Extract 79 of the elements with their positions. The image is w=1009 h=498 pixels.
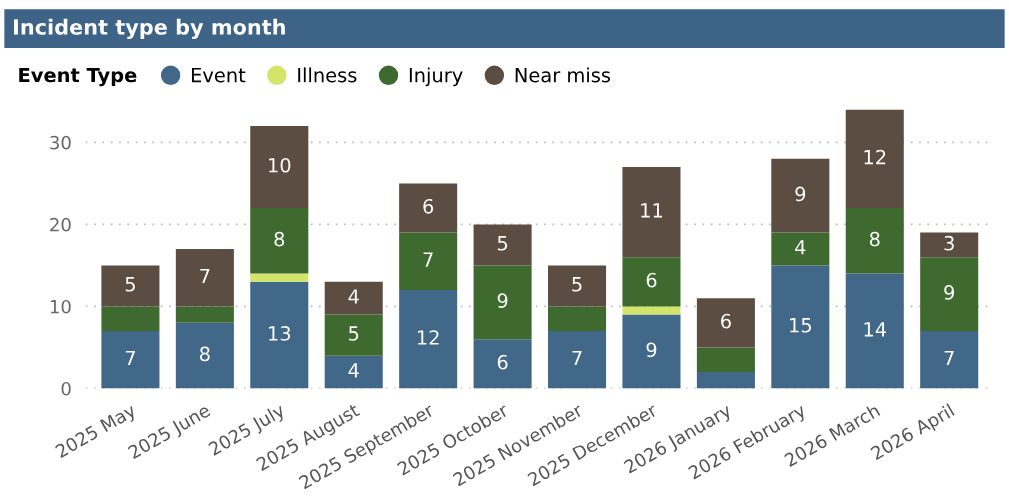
data-label: 6	[721, 313, 731, 329]
bar	[473, 265, 532, 340]
legend-label: Injury	[409, 67, 463, 87]
bar	[771, 232, 830, 266]
y-tick-label: 10	[50, 299, 71, 314]
bar	[399, 232, 458, 291]
data-label: 9	[944, 285, 955, 300]
bar	[845, 273, 904, 389]
data-label: 6	[423, 198, 434, 214]
bar	[696, 298, 755, 348]
bar	[845, 207, 904, 274]
y-tick-label: 0	[61, 381, 71, 396]
bar	[622, 306, 681, 315]
data-label: 5	[572, 277, 582, 292]
legend-label: Event	[191, 67, 246, 83]
data-label: 5	[349, 326, 359, 341]
data-label: 8	[869, 231, 880, 247]
data-label: 7	[200, 268, 210, 284]
data-label: 5	[125, 277, 135, 292]
bar	[920, 331, 979, 389]
bar	[845, 109, 904, 208]
bar	[250, 281, 309, 389]
data-label: 11	[641, 203, 663, 218]
bar	[696, 347, 755, 373]
bar	[696, 372, 755, 389]
data-label: 7	[125, 350, 135, 366]
bar	[175, 249, 234, 307]
y-tick-label: 30	[50, 135, 71, 150]
bar	[250, 273, 309, 282]
bar	[101, 265, 160, 307]
data-label: 4	[795, 240, 806, 255]
data-label: 13	[269, 326, 291, 341]
bar	[771, 158, 830, 233]
bar	[920, 257, 979, 332]
data-label: 4	[348, 363, 359, 378]
data-label: 12	[417, 330, 439, 345]
data-label: 3	[944, 235, 954, 251]
data-label: 10	[269, 157, 291, 173]
bar	[175, 322, 234, 389]
data-label: 7	[944, 350, 954, 366]
data-label: 9	[795, 186, 806, 202]
bar	[399, 183, 458, 233]
bar	[548, 265, 607, 307]
data-label: 12	[864, 149, 886, 165]
data-label: 15	[790, 318, 812, 333]
legend-title: Event Type	[19, 67, 137, 87]
bar	[622, 166, 681, 258]
bar	[473, 339, 532, 389]
bar	[101, 306, 160, 332]
bar	[324, 281, 383, 315]
bar	[771, 265, 830, 389]
data-label: 8	[199, 346, 210, 362]
bar	[622, 257, 681, 307]
bar	[548, 331, 607, 389]
chart-title: Incident type by month	[14, 18, 285, 40]
bar	[250, 125, 309, 208]
legend-label: Illness	[298, 67, 357, 83]
bar	[175, 306, 234, 323]
bar	[399, 290, 458, 389]
data-label: 7	[423, 252, 433, 267]
data-label: 9	[497, 293, 508, 308]
data-label: 7	[572, 350, 582, 366]
data-label: 8	[274, 231, 285, 247]
data-label: 9	[646, 342, 657, 358]
bar	[324, 314, 383, 356]
bar	[473, 224, 532, 266]
bar	[622, 314, 681, 389]
bar	[250, 207, 309, 274]
data-label: 6	[646, 272, 657, 288]
data-label: 5	[497, 236, 508, 251]
data-label: 4	[348, 289, 359, 304]
bar	[548, 306, 607, 332]
y-tick-label: 20	[50, 217, 71, 232]
bar	[920, 232, 979, 258]
bar	[101, 331, 160, 389]
legend-label: Near miss	[515, 67, 611, 83]
bar	[324, 355, 383, 389]
data-label: 14	[864, 322, 887, 337]
data-label: 6	[497, 354, 508, 370]
